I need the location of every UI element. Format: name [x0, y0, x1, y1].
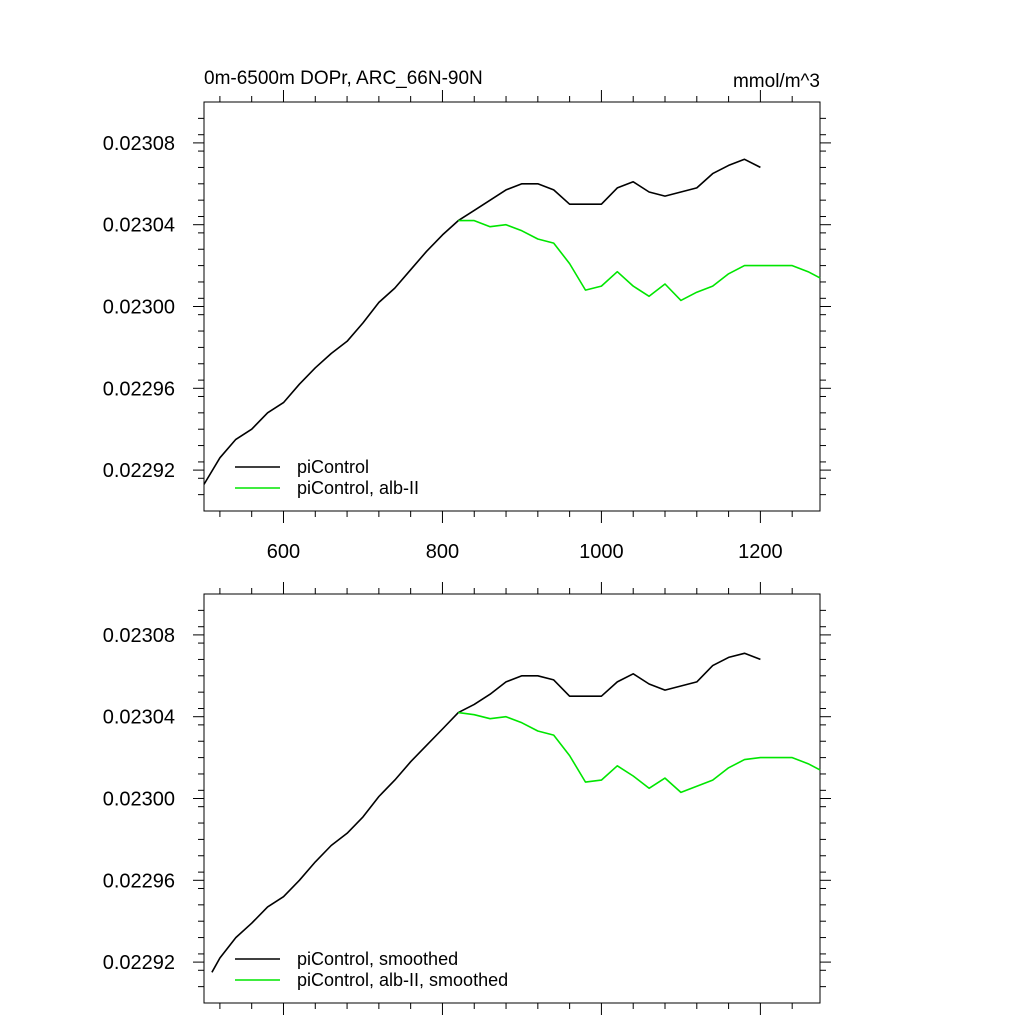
- bottom-panel: 0.02292 0.02296 0.02300 0.02304 0.02308 piCon…: [103, 582, 831, 1015]
- x-tick-label: 600: [267, 541, 300, 563]
- legend-label: piControl, alb-II: [297, 478, 419, 498]
- x-tick-label: 1200: [738, 541, 783, 563]
- y-tick-label: 0.02300: [103, 789, 175, 811]
- legend-label: piControl: [297, 457, 369, 477]
- series-line-picontrol: [211, 652, 761, 973]
- legend-label: piControl, alb-II, smoothed: [297, 970, 508, 990]
- y-tick-label: 0.02292: [103, 460, 175, 482]
- y-tick-label: 0.02300: [103, 297, 175, 319]
- y-tick-label: 0.02296: [103, 378, 175, 400]
- chart-units: mmol/m^3: [733, 71, 820, 92]
- plot-frame: [203, 593, 821, 1004]
- x-tick-label: 800: [426, 541, 459, 563]
- y-tick-label: 0.02304: [103, 707, 175, 729]
- series-line-picontrol-alb-ii: [458, 219, 821, 302]
- legend-label: piControl, smoothed: [297, 949, 458, 969]
- y-tick-label: 0.02308: [103, 625, 175, 647]
- y-tick-label: 0.02292: [103, 952, 175, 974]
- y-tick-label: 0.02304: [103, 215, 175, 237]
- y-tick-label: 0.02308: [103, 133, 175, 155]
- series-line-picontrol: [203, 158, 761, 485]
- y-tick-label: 0.02296: [103, 870, 175, 892]
- top-panel: 0.02292 0.02296 0.02300 0.02304 0.02308 600 80…: [103, 90, 831, 563]
- plot-frame: [203, 101, 821, 512]
- series-line-picontrol-alb-ii: [458, 711, 821, 794]
- x-tick-label: 1000: [579, 541, 624, 563]
- chart-title: 0m-6500m DOPr, ARC_66N-90N: [204, 68, 483, 89]
